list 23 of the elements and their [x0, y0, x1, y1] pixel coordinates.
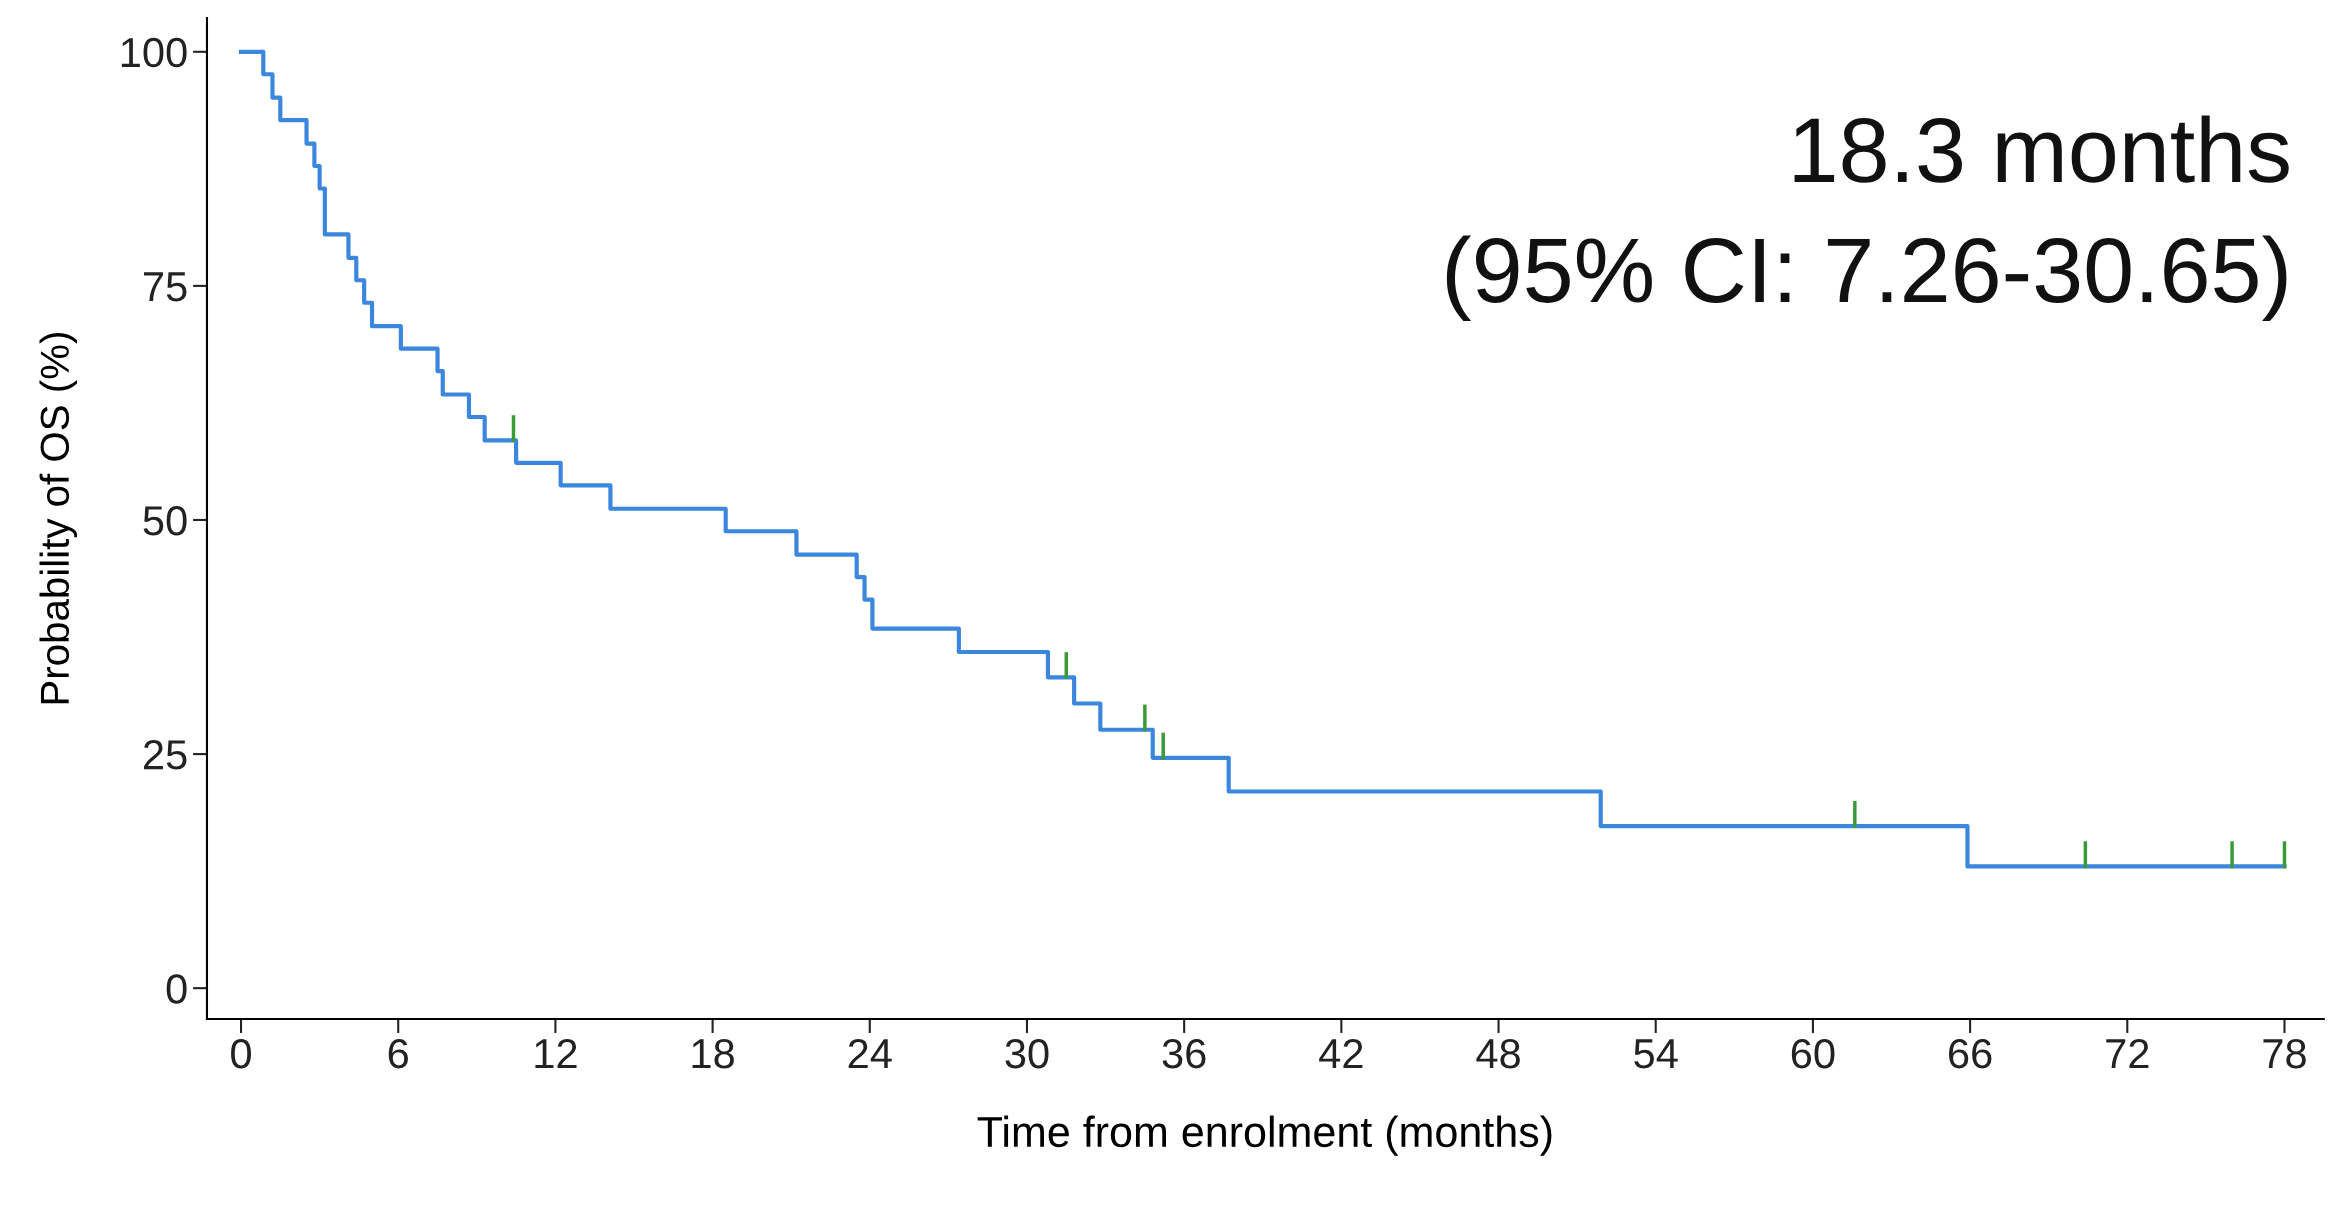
x-tick-label: 6	[388, 1038, 408, 1069]
y-tick-label: 75	[144, 272, 187, 302]
x-tick-label: 48	[1476, 1038, 1520, 1069]
y-tick-label: 25	[143, 740, 187, 770]
x-tick-label: 60	[1791, 1038, 1835, 1069]
x-tick-label: 18	[692, 1038, 734, 1069]
x-tick-label: 72	[2106, 1038, 2149, 1069]
annotation: 18.3 months	[1794, 115, 2289, 183]
x-tick-label: 42	[1319, 1038, 1363, 1069]
x-tick-label: 66	[1949, 1038, 1992, 1069]
annotation: (95% CI: 7.26-30.65)	[1446, 235, 2287, 322]
y-axis-title: Probability of OS (%)	[39, 333, 78, 704]
y-tick-label: 50	[143, 505, 187, 536]
y-tick-label: 100	[121, 37, 187, 68]
x-tick-label: 0	[231, 1038, 251, 1069]
x-tick-label: 54	[1634, 1039, 1678, 1069]
x-tick-label: 24	[848, 1038, 892, 1069]
x-tick-label: 78	[2263, 1038, 2306, 1069]
x-tick-label: 36	[1162, 1038, 1206, 1069]
x-tick-label: 12	[535, 1038, 577, 1069]
x-tick-label: 30	[1005, 1038, 1049, 1069]
y-tick-label: 0	[166, 974, 187, 1004]
x-axis-title: Time from enrolment (months)	[977, 1115, 1552, 1156]
